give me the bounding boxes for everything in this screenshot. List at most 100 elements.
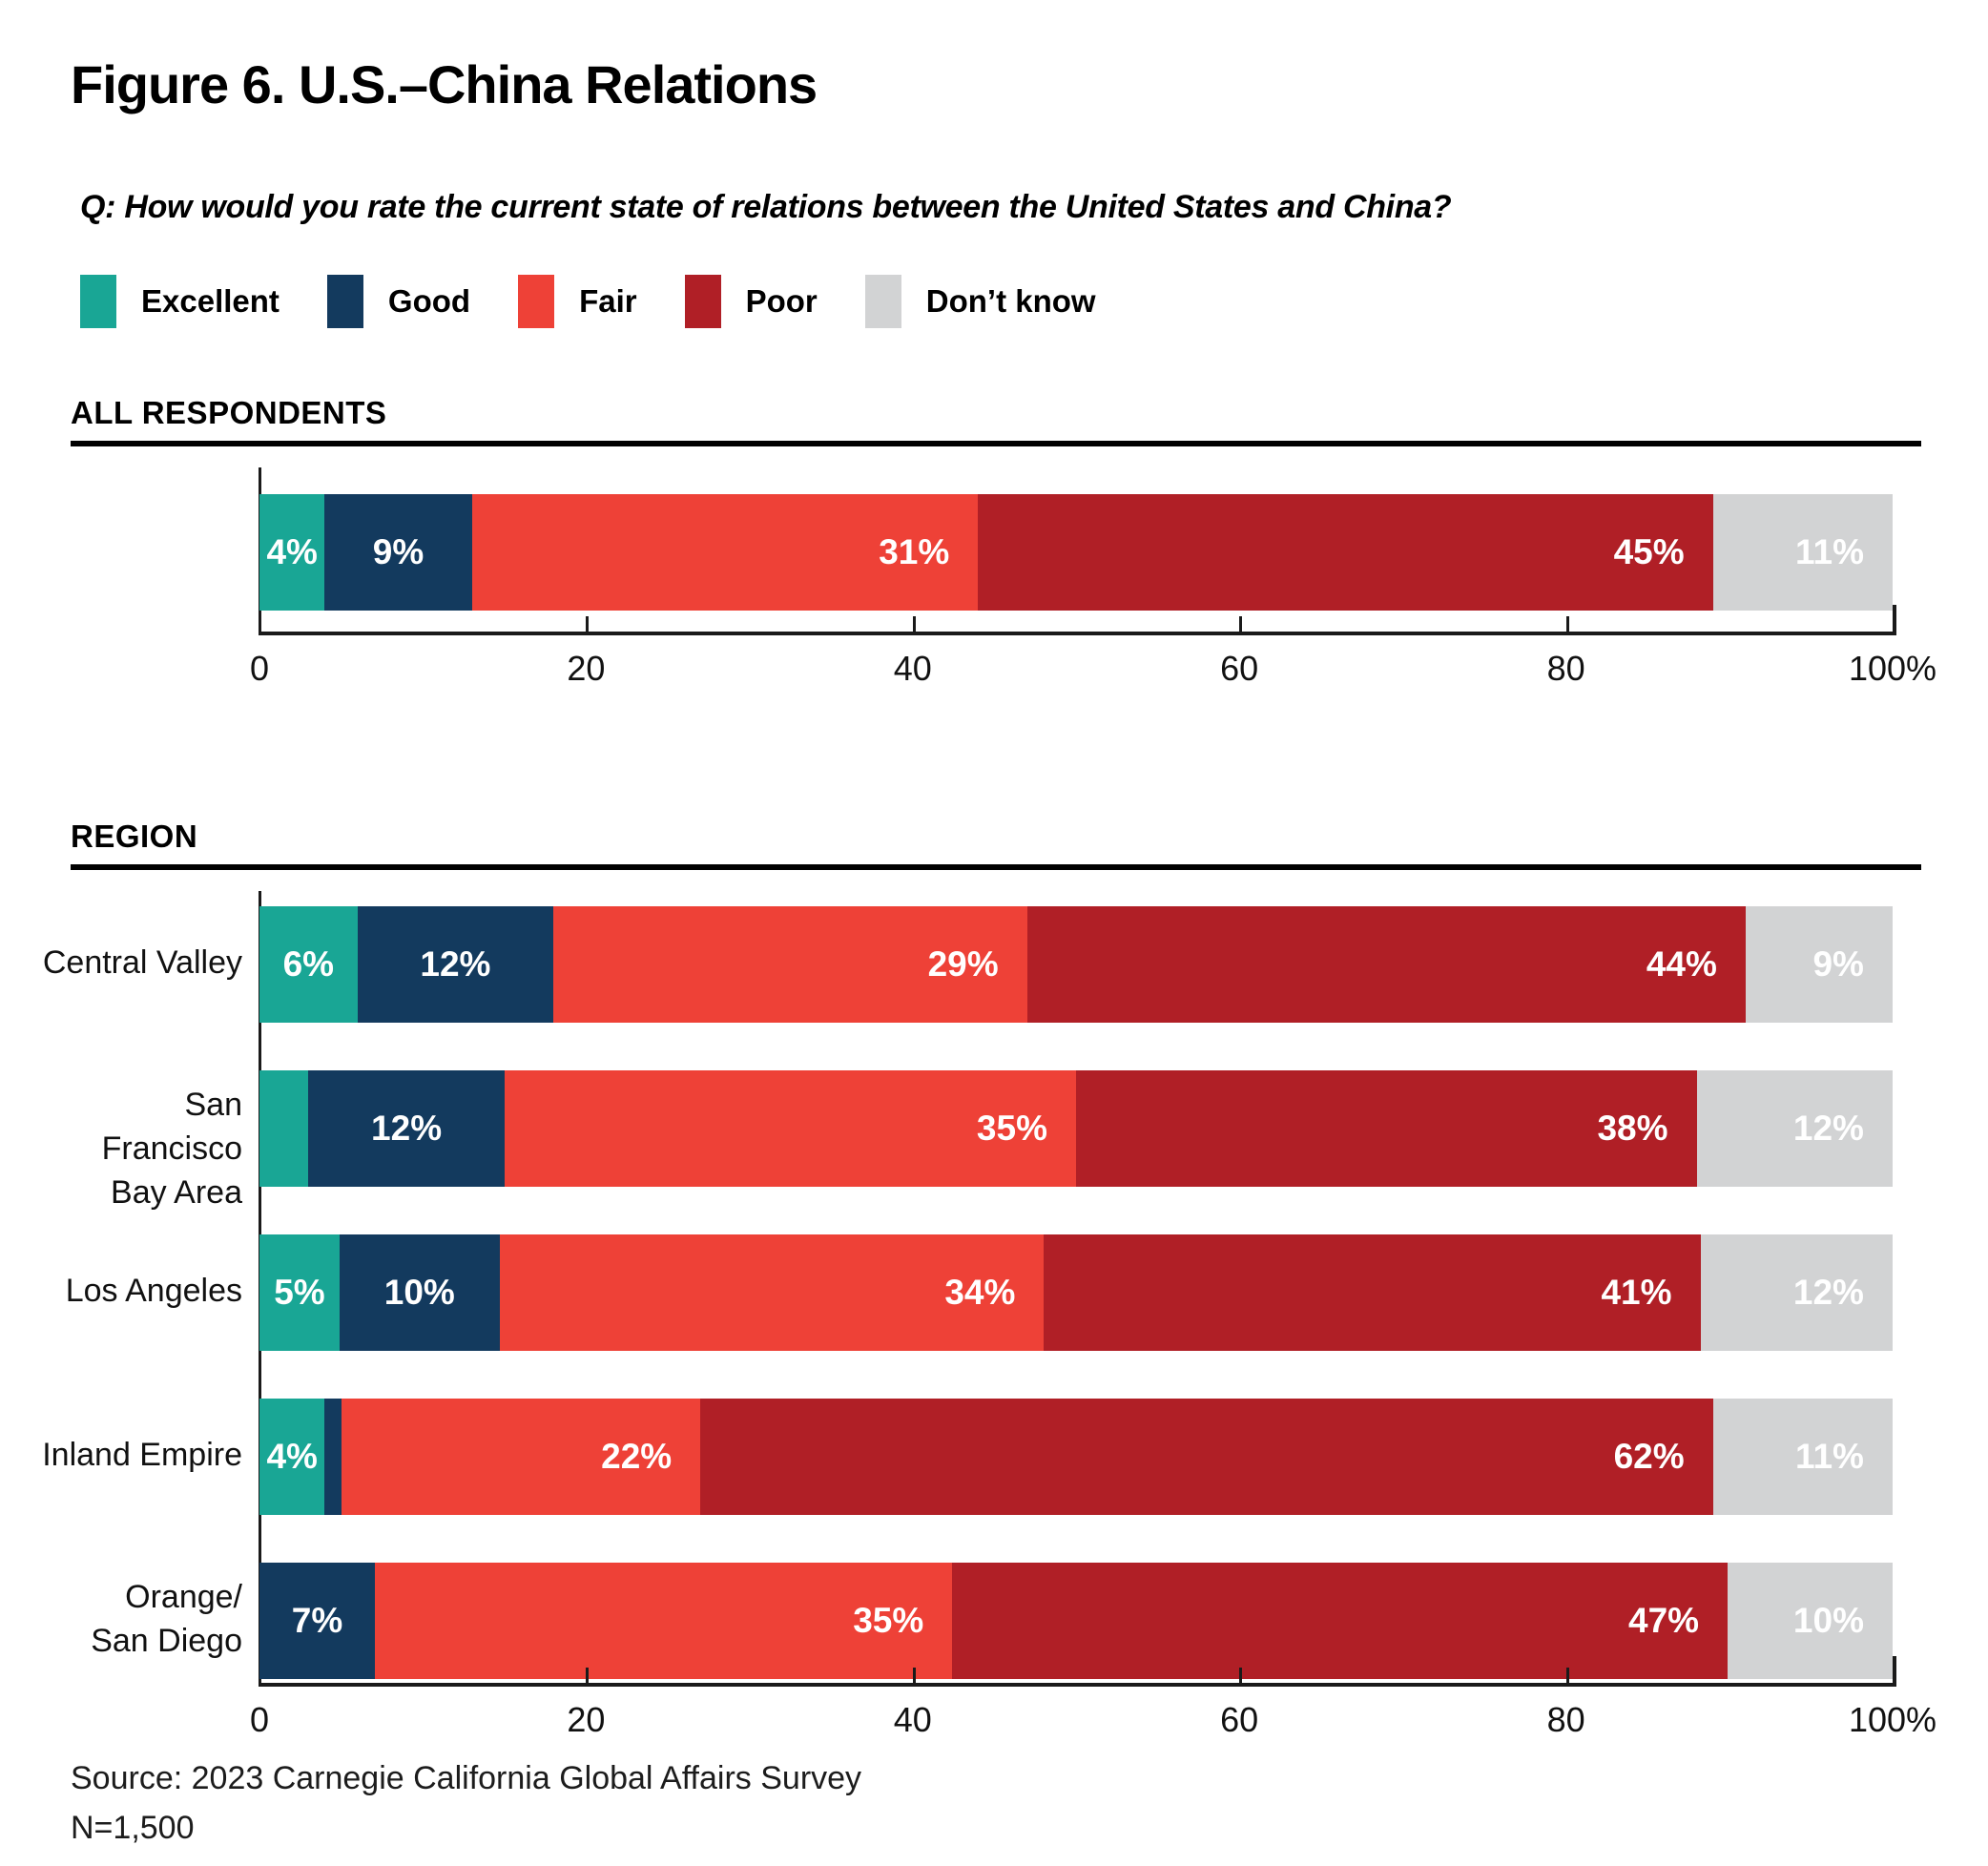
legend-item-excellent: Excellent	[80, 275, 280, 328]
segment-value-label: 29%	[927, 944, 999, 984]
axis-tick-label: 20	[567, 649, 606, 688]
axis-tick	[1239, 1668, 1243, 1683]
bar-segment-fair: 29%	[553, 906, 1027, 1023]
row-label-line: Inland Empire	[42, 1437, 242, 1473]
source-note: Source: 2023 Carnegie California Global …	[71, 1753, 861, 1853]
row-label-line: Central Valley	[42, 944, 242, 981]
bar-segment-good: 7%	[259, 1563, 376, 1679]
bar-row: 4% 22% 62% 11%	[259, 1399, 1893, 1515]
bar-segment-fair: 31%	[471, 494, 979, 611]
segment-value-label: 5%	[274, 1273, 325, 1312]
segment-value-label: 12%	[1792, 1109, 1864, 1148]
bar-segment-excellent: 5%	[259, 1234, 340, 1351]
row-label-central-valley: Central Valley	[38, 941, 242, 985]
bar-segment-don-t-know: 9%	[1745, 906, 1893, 1023]
source-line: Source: 2023 Carnegie California Global …	[71, 1760, 862, 1796]
x-axis-line	[259, 632, 1896, 635]
section-title: ALL RESPONDENTS	[71, 395, 387, 430]
axis-tick-label: 40	[893, 649, 932, 688]
row-label-line: Los Angeles	[65, 1273, 242, 1309]
bar-row: 5% 10% 34% 41% 12%	[259, 1234, 1893, 1351]
row-label-line: Bay Area	[111, 1174, 242, 1211]
axis-tick-label: 80	[1546, 1700, 1585, 1739]
bar-segment-poor: 62%	[700, 1399, 1713, 1515]
axis-tick-label: 0	[249, 1700, 270, 1739]
bar-segment-good: 12%	[357, 906, 554, 1023]
row-label-line: San Diego	[91, 1623, 242, 1659]
bar-segment-don-t-know: 12%	[1696, 1070, 1893, 1187]
segment-value-label: 9%	[372, 532, 425, 571]
bar-row: 12% 35% 38% 12%	[259, 1070, 1893, 1187]
bar-segment-fair: 35%	[504, 1070, 1076, 1187]
section-rule	[71, 441, 1921, 446]
axis-tick	[912, 1668, 916, 1683]
bar-row: 7% 35% 47% 10%	[259, 1563, 1893, 1679]
legend-label-don-t-know: Don’t know	[925, 283, 1096, 319]
section-title: REGION	[71, 819, 198, 854]
axis-tick	[1565, 616, 1569, 632]
axis-tick	[1565, 1668, 1569, 1683]
segment-value-label: 12%	[420, 944, 491, 984]
bar-segment-don-t-know: 11%	[1712, 1399, 1893, 1515]
survey-question: Q: How would you rate the current state …	[80, 189, 1452, 225]
row-label-san-francisco-bay-area: San Francisco Bay Area	[38, 1083, 242, 1214]
segment-value-label: 10%	[383, 1273, 455, 1312]
segment-value-label: 4%	[266, 532, 318, 571]
bar-segment-don-t-know: 11%	[1712, 494, 1893, 611]
segment-value-label: 4%	[266, 1437, 318, 1476]
segment-value-label: 22%	[601, 1437, 673, 1476]
segment-value-label: 7%	[291, 1601, 343, 1640]
all-respondents-chart: ALL RESPONDENTS 4% 9% 31% 45% 11% 0 20 40 60 80 100…	[0, 395, 1988, 719]
segment-value-label: 11%	[1794, 532, 1864, 571]
row-label-orange-san-diego: Orange/San Diego	[38, 1575, 242, 1663]
segment-value-label: 10%	[1792, 1601, 1864, 1640]
bar-segment-excellent: 4%	[259, 1399, 325, 1515]
legend-swatch-excellent-icon	[80, 275, 116, 328]
segment-value-label: 6%	[282, 944, 335, 984]
row-label-line: San Francisco	[101, 1087, 242, 1167]
axis-end-tick	[1893, 1656, 1896, 1687]
axis-tick-label: 60	[1220, 649, 1259, 688]
legend-swatch-good-icon	[326, 275, 363, 328]
axis-tick	[586, 1668, 590, 1683]
bar-segment-fair: 22%	[341, 1399, 701, 1515]
row-label-line: Orange/	[125, 1579, 242, 1615]
segment-value-label: 12%	[1792, 1273, 1864, 1312]
bar-segment-don-t-know: 12%	[1700, 1234, 1893, 1351]
bar-row: 4% 9% 31% 45% 11%	[259, 494, 1893, 611]
bar-segment-poor: 38%	[1075, 1070, 1697, 1187]
axis-end-tick	[1893, 605, 1896, 635]
legend-item-poor: Poor	[684, 275, 818, 328]
segment-value-label: 41%	[1601, 1273, 1672, 1312]
segment-value-label: 38%	[1597, 1109, 1668, 1148]
row-label-inland-empire: Inland Empire	[38, 1433, 242, 1477]
bar-segment-excellent	[259, 1070, 309, 1187]
legend-item-fair: Fair	[518, 275, 637, 328]
figure-title: Figure 6. U.S.–China Relations	[71, 54, 818, 114]
bar-segment-poor: 44%	[1026, 906, 1746, 1023]
axis-tick-label: 40	[893, 1700, 932, 1739]
legend-item-don-t-know: Don’t know	[864, 275, 1096, 328]
bar-segment-poor: 47%	[952, 1563, 1729, 1679]
legend-swatch-poor-icon	[684, 275, 721, 328]
legend-swatch-don-t-know-icon	[864, 275, 901, 328]
axis-tick-label: 80	[1546, 649, 1585, 688]
axis-tick	[1239, 616, 1243, 632]
axis-tick-label: 20	[567, 1700, 606, 1739]
axis-tick-label: 100%	[1848, 1700, 1937, 1739]
segment-value-label: 35%	[853, 1601, 924, 1640]
bar-segment-good: 9%	[324, 494, 472, 611]
legend-label-good: Good	[387, 283, 471, 319]
legend-label-poor: Poor	[745, 283, 818, 319]
bar-segment-excellent: 4%	[259, 494, 325, 611]
legend-item-good: Good	[326, 275, 471, 328]
axis-tick-label: 100%	[1848, 649, 1937, 688]
row-label-los-angeles: Los Angeles	[38, 1269, 242, 1313]
bar-segment-don-t-know: 10%	[1728, 1563, 1893, 1679]
axis-tick-label: 60	[1220, 1700, 1259, 1739]
segment-value-label: 31%	[879, 532, 950, 571]
axis-tick	[586, 616, 590, 632]
segment-value-label: 45%	[1613, 532, 1685, 571]
segment-value-label: 11%	[1794, 1437, 1864, 1476]
bar-segment-good	[324, 1399, 342, 1515]
